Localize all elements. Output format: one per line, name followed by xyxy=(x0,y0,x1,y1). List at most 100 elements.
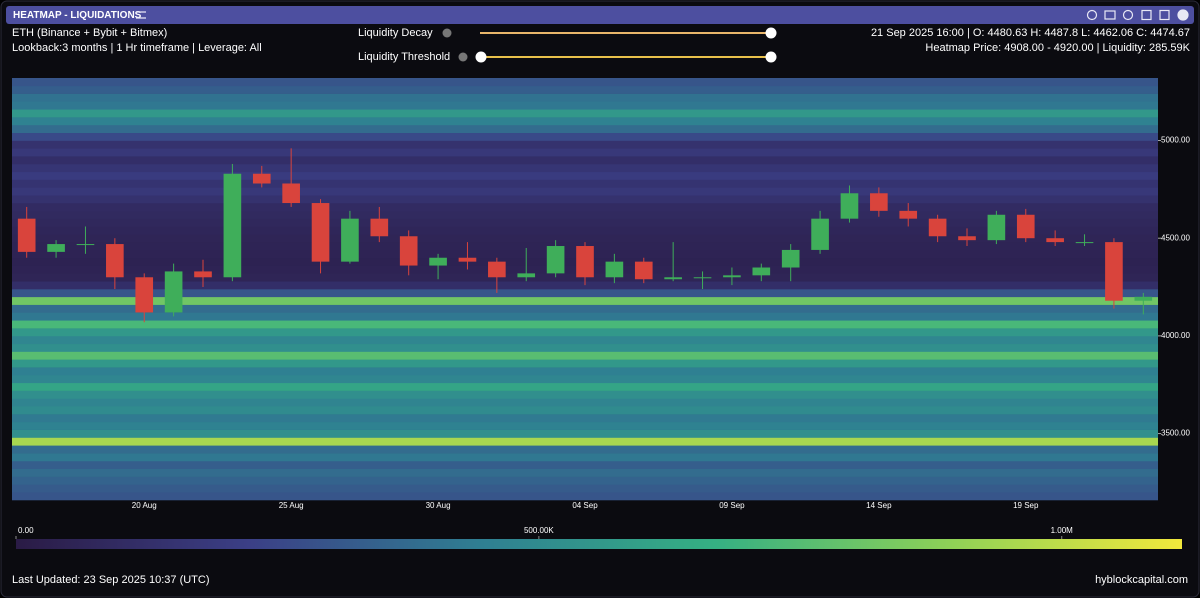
decay-knob[interactable] xyxy=(765,27,777,39)
heat-row xyxy=(12,492,1158,501)
candle-body xyxy=(106,244,124,278)
heat-row xyxy=(12,101,1158,110)
heat-row xyxy=(12,304,1158,313)
colorbar-tick-label: 1.00M xyxy=(1051,526,1074,535)
colorbar-tick-label: 500.00K xyxy=(524,526,554,535)
heat-row xyxy=(12,187,1158,196)
candle-body xyxy=(870,193,888,211)
heat-row xyxy=(12,320,1158,329)
settings-info: Lookback:3 months | 1 Hr timeframe | Lev… xyxy=(12,42,262,54)
threshold-knob[interactable] xyxy=(765,51,777,63)
heat-row xyxy=(12,421,1158,430)
header-icons xyxy=(136,9,1189,21)
decay-label: Liquidity Decay xyxy=(358,27,433,39)
heat-row xyxy=(12,179,1158,188)
candle-body xyxy=(282,183,300,204)
header-title: HEATMAP - LIQUIDATIONS xyxy=(13,10,142,21)
heat-row xyxy=(12,445,1158,454)
heat-row xyxy=(12,281,1158,290)
heat-row xyxy=(12,140,1158,149)
heat-row xyxy=(12,296,1158,305)
heat-row xyxy=(12,476,1158,485)
candle-body xyxy=(693,277,712,279)
candle-body xyxy=(164,271,183,313)
candle-body xyxy=(664,277,682,280)
refresh-icon[interactable] xyxy=(1086,9,1098,21)
candle-body xyxy=(252,173,271,184)
candle-body xyxy=(341,218,359,262)
candle-body xyxy=(723,275,741,278)
heat-row xyxy=(12,374,1158,384)
heat-row xyxy=(12,132,1158,141)
heatmap xyxy=(12,78,1158,501)
heat-row xyxy=(12,343,1158,352)
heat-row xyxy=(12,390,1158,399)
axes: 3500.00 4000.00 4500.00 5000.00 20 Aug 25 Aug… xyxy=(132,136,1191,510)
x-tick-label: 09 Sep xyxy=(719,501,745,510)
asset-info: ETH (Binance + Bybit + Bitmex) xyxy=(12,27,167,39)
candle-body xyxy=(840,193,859,219)
candle-body xyxy=(928,218,947,237)
heat-row xyxy=(12,171,1158,180)
colorbar xyxy=(16,539,1182,549)
candle-body xyxy=(311,203,330,262)
candle-body xyxy=(370,218,389,237)
x-tick-label: 20 Aug xyxy=(132,501,157,510)
camera-icon[interactable] xyxy=(1104,10,1116,20)
candle-body xyxy=(17,218,36,252)
candle-body xyxy=(135,277,154,313)
colorbar-ticks: 0.00 500.00K 1.00M xyxy=(15,526,1074,539)
help-icon[interactable] xyxy=(458,52,468,62)
heat-row xyxy=(12,78,1158,87)
help-icon[interactable] xyxy=(442,28,452,38)
heat-row xyxy=(12,163,1158,173)
heat-row xyxy=(12,117,1158,126)
heat-row xyxy=(12,93,1158,102)
candle-body xyxy=(76,244,95,246)
heat-row xyxy=(12,226,1158,235)
settings-icon[interactable] xyxy=(136,11,146,19)
header-bar xyxy=(6,6,1194,24)
candle-body xyxy=(223,173,242,278)
heat-row xyxy=(12,218,1158,227)
gear-icon[interactable] xyxy=(1122,9,1134,21)
candle-body xyxy=(1075,242,1094,244)
heat-row xyxy=(12,289,1158,298)
candle-body xyxy=(47,244,65,252)
x-tick-label: 30 Aug xyxy=(426,501,451,510)
x-tick-label: 04 Sep xyxy=(572,501,598,510)
close-icon[interactable] xyxy=(1177,9,1189,21)
heat-row xyxy=(12,484,1158,493)
y-tick-label: 4500.00 xyxy=(1161,233,1190,242)
heat-row xyxy=(12,210,1158,219)
candle-body xyxy=(1105,242,1123,301)
heat-row xyxy=(12,437,1158,446)
threshold-knob[interactable] xyxy=(475,51,487,63)
heat-row xyxy=(12,312,1158,321)
candle-body xyxy=(546,246,565,274)
candle-body xyxy=(458,257,477,262)
heat-row xyxy=(12,156,1158,165)
candle-body xyxy=(429,257,447,266)
heat-row xyxy=(12,124,1158,134)
heat-row xyxy=(12,203,1158,212)
expand-icon[interactable] xyxy=(1159,9,1170,21)
heat-row xyxy=(12,335,1158,345)
save-icon[interactable] xyxy=(1141,9,1152,21)
heat-row xyxy=(12,453,1158,462)
candle-body xyxy=(1134,296,1153,301)
heat-row xyxy=(12,429,1158,438)
heat-row xyxy=(12,406,1158,415)
heat-row xyxy=(12,382,1158,391)
candle-body xyxy=(899,210,918,219)
heat-row xyxy=(12,148,1158,157)
candles xyxy=(17,148,1153,323)
y-tick-label: 3500.00 xyxy=(1161,429,1190,438)
heat-row xyxy=(12,85,1158,94)
candle-body xyxy=(634,261,653,280)
candle-body xyxy=(811,218,829,250)
heat-row xyxy=(12,460,1158,470)
candle-body xyxy=(752,267,771,276)
